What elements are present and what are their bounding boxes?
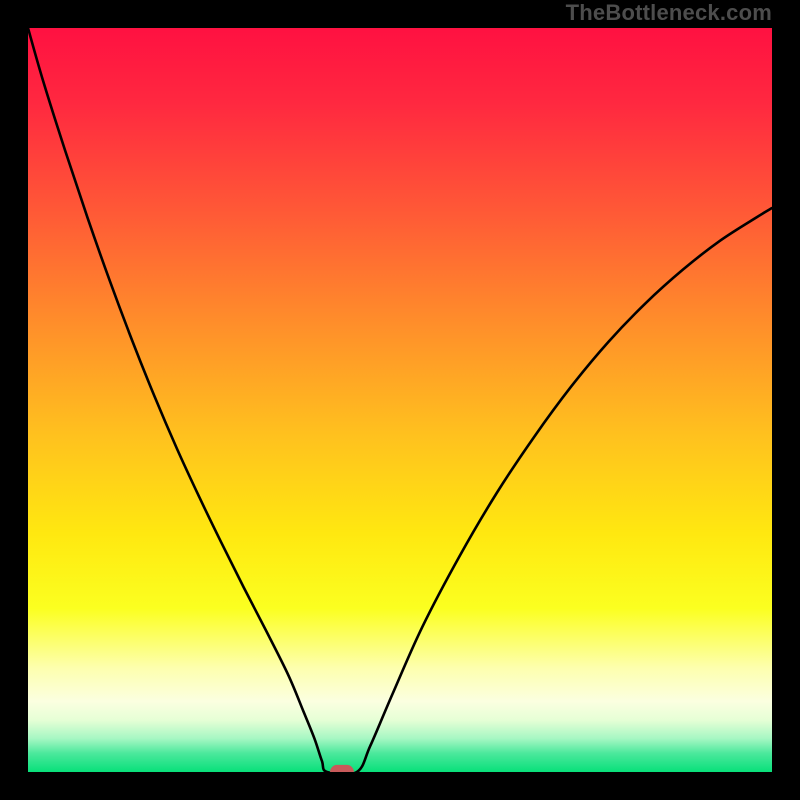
- bottleneck-curve: [28, 28, 772, 772]
- curve-layer: [28, 28, 772, 772]
- watermark: TheBottleneck.com: [566, 0, 772, 26]
- min-marker: [330, 765, 354, 772]
- outer-frame: TheBottleneck.com: [0, 0, 800, 800]
- plot-area: [28, 28, 772, 772]
